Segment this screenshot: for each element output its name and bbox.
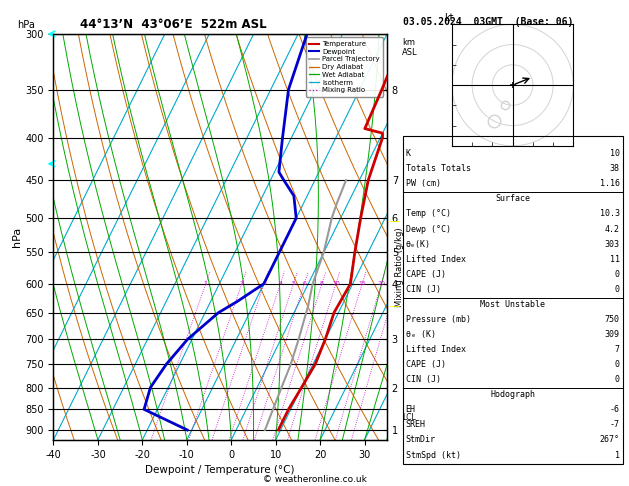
Text: -6: -6 <box>610 405 620 415</box>
Text: —: — <box>389 216 400 226</box>
Text: 750: 750 <box>604 315 620 324</box>
Text: 10: 10 <box>610 149 620 158</box>
Text: StmSpd (kt): StmSpd (kt) <box>406 451 460 460</box>
Text: 303: 303 <box>604 240 620 249</box>
Text: 8: 8 <box>320 281 324 286</box>
Text: Pressure (mb): Pressure (mb) <box>406 315 470 324</box>
Text: StmDir: StmDir <box>406 435 436 445</box>
Text: Mixing Ratio (g/kg): Mixing Ratio (g/kg) <box>395 227 404 307</box>
Text: 5: 5 <box>291 281 296 286</box>
Text: Temp (°C): Temp (°C) <box>406 209 451 219</box>
Text: © weatheronline.co.uk: © weatheronline.co.uk <box>262 474 367 484</box>
Text: 11: 11 <box>610 255 620 264</box>
Text: 4: 4 <box>279 281 282 286</box>
Text: 10: 10 <box>332 281 340 286</box>
Text: 15: 15 <box>359 281 366 286</box>
Text: CAPE (J): CAPE (J) <box>406 360 446 369</box>
Text: 0: 0 <box>615 270 620 279</box>
Text: Most Unstable: Most Unstable <box>480 300 545 309</box>
Text: Totals Totals: Totals Totals <box>406 164 470 174</box>
Text: CAPE (J): CAPE (J) <box>406 270 446 279</box>
Text: Hodograph: Hodograph <box>490 390 535 399</box>
Text: 0: 0 <box>615 285 620 294</box>
Text: 267°: 267° <box>599 435 620 445</box>
Text: 1.16: 1.16 <box>599 179 620 189</box>
Text: CIN (J): CIN (J) <box>406 375 441 384</box>
Text: —: — <box>389 301 400 311</box>
Text: kt: kt <box>445 13 454 23</box>
Text: CIN (J): CIN (J) <box>406 285 441 294</box>
Text: 0: 0 <box>615 375 620 384</box>
Text: 4.2: 4.2 <box>604 225 620 234</box>
Text: LCL: LCL <box>402 413 416 422</box>
Text: km
ASL: km ASL <box>402 38 418 57</box>
Text: θₑ(K): θₑ(K) <box>406 240 431 249</box>
Text: Dewp (°C): Dewp (°C) <box>406 225 451 234</box>
X-axis label: Dewpoint / Temperature (°C): Dewpoint / Temperature (°C) <box>145 465 295 475</box>
Y-axis label: hPa: hPa <box>13 227 23 247</box>
Text: 7: 7 <box>615 345 620 354</box>
Text: EH: EH <box>406 405 416 415</box>
Text: 1: 1 <box>204 281 208 286</box>
Text: SREH: SREH <box>406 420 426 430</box>
Text: 03.05.2024  03GMT  (Base: 06): 03.05.2024 03GMT (Base: 06) <box>403 17 573 27</box>
Text: Lifted Index: Lifted Index <box>406 255 465 264</box>
Text: Surface: Surface <box>495 194 530 204</box>
Text: K: K <box>406 149 411 158</box>
Text: 0: 0 <box>615 360 620 369</box>
Text: Lifted Index: Lifted Index <box>406 345 465 354</box>
Text: 309: 309 <box>604 330 620 339</box>
Text: θₑ (K): θₑ (K) <box>406 330 436 339</box>
Text: 44°13’N  43°06’E  522m ASL: 44°13’N 43°06’E 522m ASL <box>80 18 267 32</box>
Text: 38: 38 <box>610 164 620 174</box>
Text: 1: 1 <box>615 451 620 460</box>
Text: PW (cm): PW (cm) <box>406 179 441 189</box>
Text: 20: 20 <box>377 281 385 286</box>
Text: hPa: hPa <box>17 20 35 30</box>
Text: 6: 6 <box>303 281 306 286</box>
Text: -7: -7 <box>610 420 620 430</box>
Text: 3: 3 <box>262 281 266 286</box>
Legend: Temperature, Dewpoint, Parcel Trajectory, Dry Adiabat, Wet Adiabat, Isotherm, Mi: Temperature, Dewpoint, Parcel Trajectory… <box>306 37 383 97</box>
Text: 2: 2 <box>240 281 244 286</box>
Text: 10.3: 10.3 <box>599 209 620 219</box>
